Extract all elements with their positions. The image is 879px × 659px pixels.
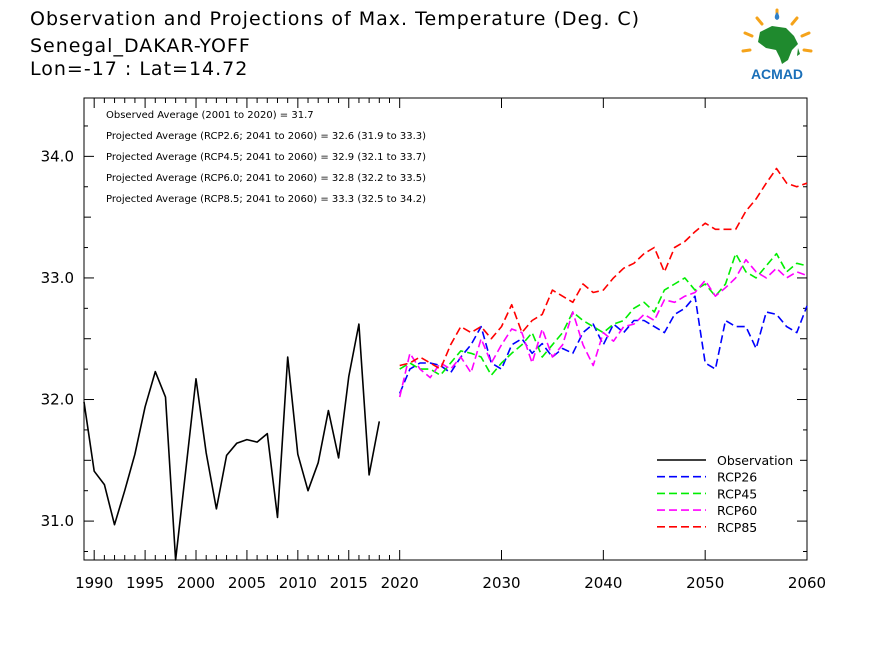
- legend-label: RCP26: [717, 470, 757, 485]
- series-line-rcp45: [399, 252, 808, 376]
- x-tick-label: 2030: [482, 574, 520, 592]
- x-tick-label: 1990: [75, 574, 113, 592]
- series-line-rcp26: [398, 295, 808, 394]
- annotation-line: Projected Average (RCP6.0; 2041 to 2060)…: [106, 173, 426, 184]
- annotation-line: Observed Average (2001 to 2020) = 31.7: [106, 110, 314, 121]
- x-tick-label: 2005: [228, 574, 266, 592]
- legend-label: RCP45: [717, 486, 757, 501]
- station-coordinates: Lon=-17 : Lat=14.72: [30, 58, 249, 80]
- y-tick-label: 33.0: [41, 269, 74, 287]
- annotation-line: Projected Average (RCP4.5; 2041 to 2060)…: [106, 152, 426, 163]
- x-tick-label: 2050: [686, 574, 724, 592]
- chart-title: Observation and Projections of Max. Temp…: [30, 8, 641, 30]
- series-line-rcp85: [399, 167, 808, 370]
- series-line-observation: [83, 323, 381, 561]
- plot-frame: [83, 97, 808, 561]
- y-tick-label: 32.0: [41, 391, 74, 409]
- x-tick-label: 2040: [584, 574, 622, 592]
- x-tick-label: 2060: [788, 574, 826, 592]
- annotation-line: Projected Average (RCP8.5; 2041 to 2060)…: [106, 194, 426, 205]
- legend-label: Observation: [717, 453, 793, 468]
- y-tick-label: 34.0: [41, 147, 74, 165]
- logo-text: ACMAD: [751, 66, 803, 82]
- annotation-line: Projected Average (RCP2.6; 2041 to 2060)…: [106, 131, 426, 142]
- x-tick-label: 2015: [330, 574, 368, 592]
- x-tick-label: 2010: [279, 574, 317, 592]
- series-line-rcp60: [398, 258, 808, 398]
- x-tick-label: 1995: [126, 574, 164, 592]
- legend-label: RCP60: [717, 503, 757, 518]
- x-tick-label: 2000: [177, 574, 215, 592]
- africa-map-logo: ACMAD: [741, 8, 813, 82]
- x-tick-label: 2020: [381, 574, 419, 592]
- axis-ticks: 1990 1995 2000 2005 2010 2015 2020 2030 2040 2050…: [41, 98, 826, 592]
- annotation-block: Observed Average (2001 to 2020) = 31.7 Pr…: [106, 110, 426, 205]
- y-tick-label: 31.0: [41, 512, 74, 530]
- legend-label: RCP85: [717, 520, 757, 535]
- series-lines: [83, 167, 808, 561]
- station-name: Senegal_DAKAR-YOFF: [30, 35, 251, 57]
